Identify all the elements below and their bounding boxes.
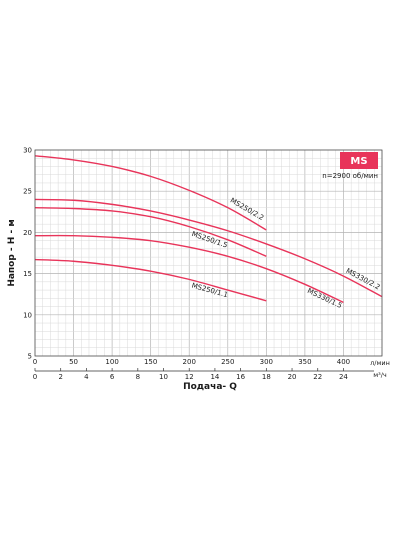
- curve-ms330-1-5: [34, 234, 344, 304]
- curve-ms250-1-1: [34, 258, 267, 302]
- x-tick-label-primary: 400: [337, 358, 350, 366]
- curve-ms250-1-5: [34, 206, 267, 257]
- x-tick-label-secondary: 0: [33, 373, 37, 381]
- y-tick-label: 5: [28, 353, 32, 361]
- x-unit-secondary: м³/ч: [373, 371, 387, 379]
- model-badge: [340, 152, 378, 169]
- y-axis-title: Напор - Н - м: [7, 219, 17, 286]
- x-tick-label-secondary: 12: [185, 373, 194, 381]
- x-tick-label-secondary: 2: [58, 373, 62, 381]
- curve-ms250-2-2: [34, 155, 267, 231]
- y-tick-label: 15: [23, 270, 32, 278]
- model-badge-text: MS: [350, 156, 367, 167]
- y-tick-label: 30: [23, 147, 32, 155]
- plot-area: [35, 150, 382, 356]
- x-tick-label-primary: 100: [105, 358, 118, 366]
- x-tick-label-secondary: 14: [210, 373, 219, 381]
- y-tick-label: 25: [23, 188, 32, 196]
- x-tick-label-secondary: 6: [110, 373, 115, 381]
- x-tick-label-primary: 350: [298, 358, 311, 366]
- x-tick-label-secondary: 18: [262, 373, 271, 381]
- x-tick-label-secondary: 8: [136, 373, 140, 381]
- y-tick-label: 10: [23, 311, 32, 319]
- x-unit-primary: л/мин: [370, 359, 390, 367]
- plot-frame: [34, 149, 383, 357]
- grid: [34, 149, 383, 357]
- y-tick-label: 20: [23, 229, 32, 237]
- speed-note: n=2900 об/мин: [322, 172, 378, 180]
- x-tick-label-secondary: 20: [288, 373, 297, 381]
- x-tick-label-primary: 150: [144, 358, 157, 366]
- x-axis-title: Подача- Q: [183, 382, 237, 392]
- x-tick-label-secondary: 24: [339, 373, 348, 381]
- x-tick-label-primary: 300: [260, 358, 273, 366]
- x-tick-label-secondary: 10: [159, 373, 168, 381]
- x-tick-label-primary: 200: [183, 358, 196, 366]
- x-tick-label-secondary: 16: [236, 373, 245, 381]
- x-tick-label-primary: 50: [69, 358, 78, 366]
- x-tick-label-secondary: 22: [313, 373, 322, 381]
- x-tick-label-primary: 0: [33, 358, 37, 366]
- x-tick-label-primary: 250: [221, 358, 234, 366]
- x-tick-label-secondary: 4: [84, 373, 89, 381]
- curve-ms330-2-2: [34, 198, 383, 298]
